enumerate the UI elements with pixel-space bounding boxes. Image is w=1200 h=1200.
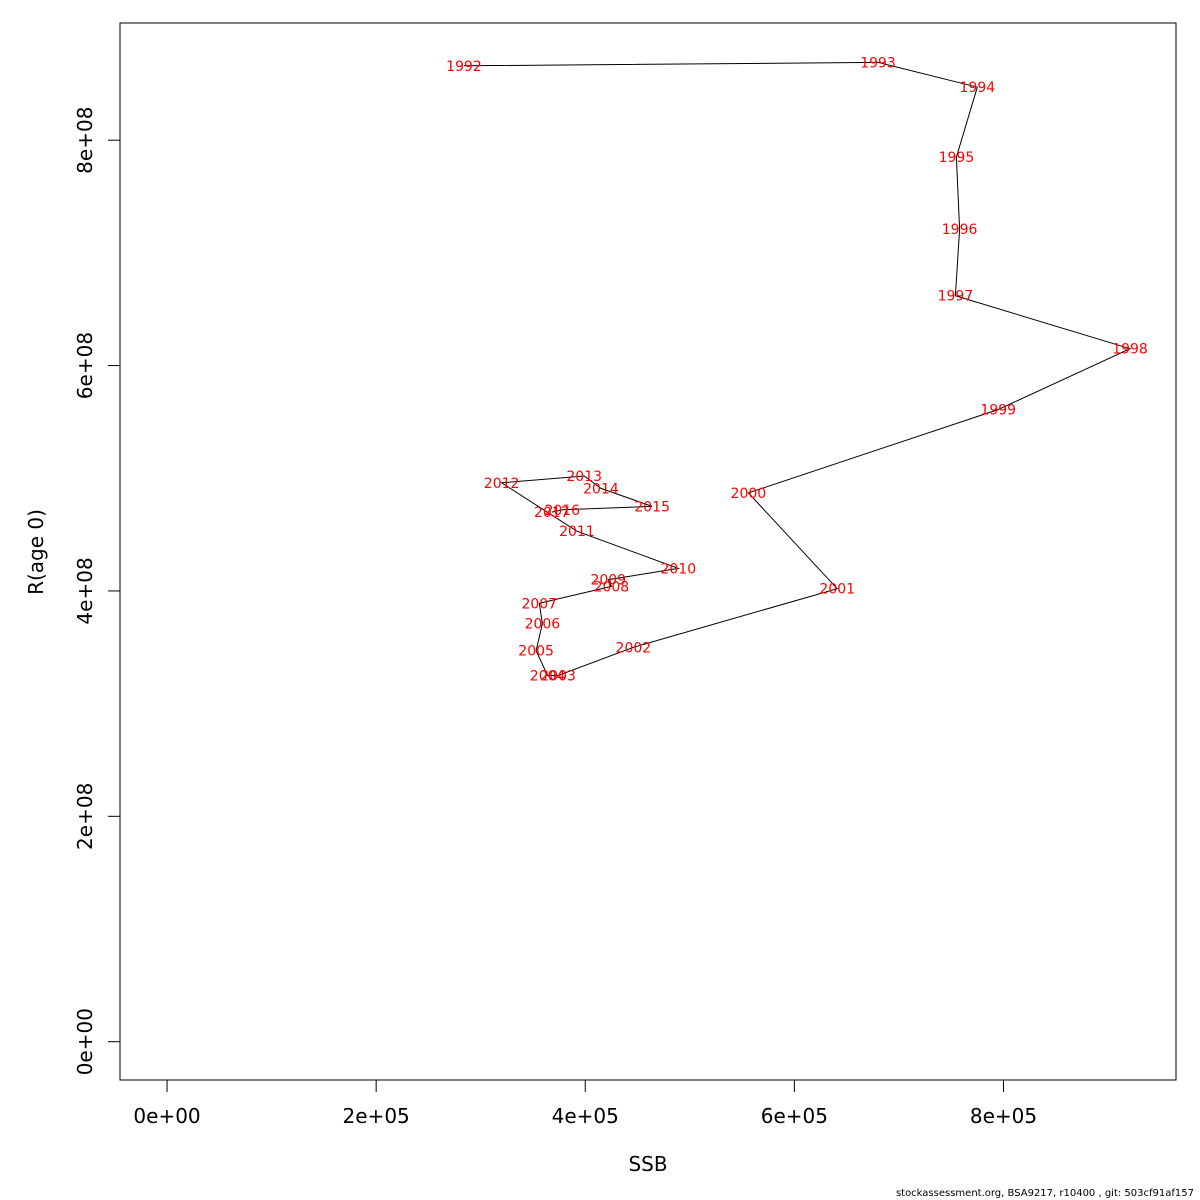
year-label-2000: 2000	[731, 486, 767, 502]
year-label-1997: 1997	[938, 289, 974, 305]
year-label-2011: 2011	[559, 524, 595, 540]
year-label-2003: 2003	[540, 668, 576, 684]
y-tick-label: 0e+00	[73, 1008, 97, 1075]
year-label-2010: 2010	[661, 561, 697, 577]
year-label-2004: 2004	[530, 668, 566, 684]
year-label-2017: 2017	[534, 505, 570, 521]
x-tick-label: 6e+05	[761, 1104, 828, 1128]
x-axis-title: SSB	[628, 1152, 667, 1176]
year-label-2014: 2014	[583, 481, 619, 497]
x-axis: 0e+00 2e+05 4e+05 6e+05 8e+05	[133, 1079, 1037, 1128]
year-label-2016: 2016	[544, 503, 580, 519]
year-label-1995: 1995	[939, 150, 975, 166]
year-label-2007: 2007	[521, 596, 557, 612]
year-label-1994: 1994	[960, 80, 996, 96]
y-tick-label: 2e+08	[73, 783, 97, 850]
plot-frame	[119, 22, 1177, 1081]
x-tick-label: 8e+05	[970, 1104, 1037, 1128]
year-label-2013: 2013	[566, 469, 602, 485]
y-tick-label: 4e+08	[73, 557, 97, 624]
year-label-2015: 2015	[634, 499, 670, 515]
y-tick-label: 6e+08	[73, 332, 97, 399]
year-labels: 1992 1993 1994 1995 1996 1997 1998 1999 2000 2001…	[446, 55, 1148, 684]
y-axis: 0e+00 2e+08 4e+08 6e+08 8e+08	[73, 107, 121, 1075]
year-label-1992: 1992	[446, 59, 482, 75]
year-label-1993: 1993	[860, 55, 896, 71]
year-label-2008: 2008	[594, 579, 630, 595]
year-label-1998: 1998	[1112, 342, 1148, 358]
year-label-2006: 2006	[525, 617, 561, 633]
year-label-2001: 2001	[819, 582, 855, 598]
footer-credit: stockassessment.org, BSA9217, r10400 , g…	[895, 1188, 1194, 1199]
year-label-2005: 2005	[518, 644, 554, 660]
y-tick-label: 8e+08	[73, 107, 97, 174]
year-label-1999: 1999	[980, 403, 1016, 419]
sr-trajectory-line	[463, 61, 1132, 676]
year-label-2009: 2009	[590, 573, 626, 589]
x-tick-label: 0e+00	[133, 1104, 200, 1128]
y-axis-title: R(age 0)	[24, 509, 48, 595]
year-label-2012: 2012	[484, 476, 520, 492]
x-tick-label: 4e+05	[552, 1104, 619, 1128]
year-label-2002: 2002	[616, 640, 652, 656]
x-tick-label: 2e+05	[343, 1104, 410, 1128]
year-label-1996: 1996	[942, 222, 978, 238]
